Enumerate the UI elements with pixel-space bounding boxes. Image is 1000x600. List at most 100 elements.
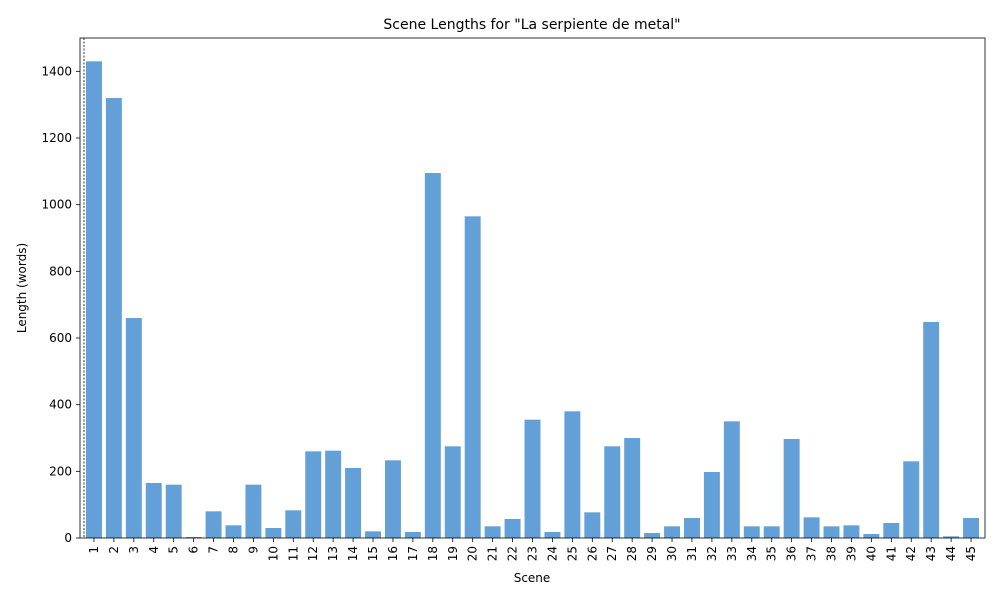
bar-scene-18 <box>424 173 441 538</box>
x-tick-label: 13 <box>326 546 340 561</box>
y-tick-label: 200 <box>49 464 72 478</box>
x-tick-label: 14 <box>346 546 360 561</box>
x-tick-label: 1 <box>87 546 101 554</box>
bar-scene-28 <box>624 438 641 538</box>
bar-scene-32 <box>703 472 720 538</box>
bar-scene-9 <box>245 484 262 538</box>
y-tick-label: 0 <box>64 531 72 545</box>
bar-scene-11 <box>285 510 302 538</box>
x-tick-label: 17 <box>406 546 420 561</box>
x-tick-label: 38 <box>825 546 839 561</box>
x-tick-label: 20 <box>466 546 480 561</box>
bar-scene-43 <box>923 322 940 538</box>
bar-scene-14 <box>345 468 362 538</box>
y-axis: 0 200 400 600 800 1000 1200 1400 <box>41 64 80 545</box>
x-tick-label: 39 <box>844 546 858 561</box>
bar-scene-25 <box>564 411 581 538</box>
bar-scene-6 <box>185 537 202 538</box>
x-tick-label: 16 <box>386 546 400 561</box>
bar-scene-8 <box>225 525 242 538</box>
x-tick-label: 9 <box>246 546 260 554</box>
bars-group <box>85 61 980 538</box>
x-tick-label: 11 <box>286 546 300 561</box>
x-tick-label: 29 <box>645 546 659 561</box>
bar-scene-27 <box>604 446 621 538</box>
y-tick-label: 1200 <box>41 131 72 145</box>
bar-scene-16 <box>384 460 401 538</box>
x-tick-label: 19 <box>446 546 460 561</box>
bar-scene-23 <box>524 419 541 538</box>
x-tick-label: 3 <box>127 546 141 554</box>
x-tick-label: 31 <box>685 546 699 561</box>
x-tick-label: 6 <box>187 546 201 554</box>
chart-title: Scene Lengths for "La serpiente de metal… <box>383 17 680 33</box>
bar-scene-36 <box>783 439 800 538</box>
x-tick-label: 18 <box>426 546 440 561</box>
x-tick-label: 7 <box>207 546 221 554</box>
x-tick-label: 35 <box>765 546 779 561</box>
bar-scene-5 <box>165 484 182 538</box>
bar-scene-26 <box>584 512 601 538</box>
x-tick-label: 45 <box>964 546 978 561</box>
bar-scene-41 <box>883 523 900 538</box>
x-tick-label: 23 <box>526 546 540 561</box>
x-tick-label: 8 <box>226 546 240 554</box>
bar-scene-29 <box>644 533 661 538</box>
x-axis-label: Scene <box>514 571 551 585</box>
bar-scene-15 <box>365 531 382 538</box>
bar-scene-17 <box>404 532 421 538</box>
x-tick-label: 34 <box>745 546 759 561</box>
bar-scene-2 <box>105 98 122 538</box>
x-tick-label: 43 <box>924 546 938 561</box>
x-tick-label: 42 <box>904 546 918 561</box>
bar-scene-31 <box>684 518 700 538</box>
bar-scene-10 <box>265 528 282 538</box>
x-tick-label: 32 <box>705 546 719 561</box>
y-tick-label: 1000 <box>41 198 72 212</box>
bar-scene-30 <box>664 526 681 538</box>
bar-scene-38 <box>823 526 840 538</box>
x-tick-label: 30 <box>665 546 679 561</box>
bar-scene-45 <box>963 518 980 538</box>
x-axis: 1 2 3 4 5 6 7 8 9 10 11 12 13 14 15 16 17 18 19 20 21 22 23 24 2… <box>87 538 978 561</box>
bar-scene-40 <box>863 534 880 538</box>
x-tick-label: 5 <box>167 546 181 554</box>
bar-scene-33 <box>723 421 740 538</box>
y-tick-label: 400 <box>49 398 72 412</box>
y-tick-label: 600 <box>49 331 72 345</box>
bar-scene-20 <box>464 216 481 538</box>
x-tick-label: 15 <box>366 546 380 561</box>
x-tick-label: 44 <box>944 546 958 561</box>
bar-scene-24 <box>544 532 561 538</box>
bar-scene-19 <box>444 446 461 538</box>
x-tick-label: 4 <box>147 546 161 554</box>
bar-scene-35 <box>763 526 780 538</box>
y-tick-label: 800 <box>49 264 72 278</box>
bar-scene-21 <box>484 526 501 538</box>
x-tick-label: 2 <box>107 546 121 554</box>
bar-scene-7 <box>205 511 222 538</box>
x-tick-label: 22 <box>506 546 520 561</box>
y-tick-label: 1400 <box>41 64 72 78</box>
y-axis-label: Length (words) <box>15 243 29 333</box>
x-tick-label: 28 <box>625 546 639 561</box>
x-tick-label: 21 <box>486 546 500 561</box>
bar-scene-12 <box>305 451 322 538</box>
x-tick-label: 24 <box>545 546 559 561</box>
bar-scene-42 <box>903 461 920 538</box>
x-tick-label: 33 <box>725 546 739 561</box>
x-tick-label: 37 <box>805 546 819 561</box>
x-tick-label: 40 <box>864 546 878 561</box>
x-tick-label: 26 <box>585 546 599 561</box>
bar-scene-13 <box>325 450 342 538</box>
bar-scene-44 <box>943 536 960 538</box>
bar-scene-39 <box>843 525 860 538</box>
bar-scene-3 <box>125 318 142 538</box>
x-tick-label: 27 <box>605 546 619 561</box>
bar-scene-1 <box>85 61 102 538</box>
bar-scene-37 <box>803 517 820 538</box>
bar-scene-22 <box>504 519 521 538</box>
x-tick-label: 41 <box>884 546 898 561</box>
x-tick-label: 36 <box>785 546 799 561</box>
